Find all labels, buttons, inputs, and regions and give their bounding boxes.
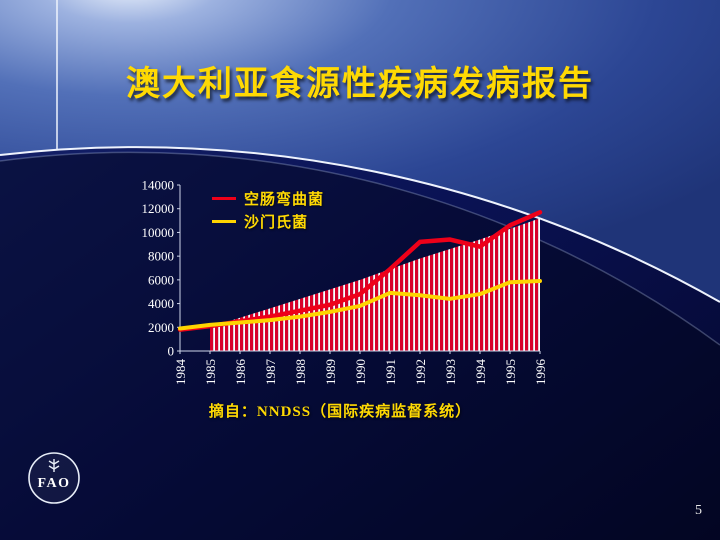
x-axis-label: 1984 xyxy=(173,359,188,386)
legend-label-campylobacter: 空肠弯曲菌 xyxy=(244,192,325,208)
chart-legend: 空肠弯曲菌 沙门氏菌 xyxy=(212,187,324,233)
background-swoosh xyxy=(0,0,720,302)
legend-line-salmonella-icon xyxy=(212,220,236,223)
legend-label-salmonella: 沙门氏菌 xyxy=(244,215,309,231)
y-axis-label: 4000 xyxy=(148,296,174,311)
x-axis-label: 1986 xyxy=(233,359,248,386)
chart: 0 2000 4000 6000 8000 10000 12000 14000 1984 1985… xyxy=(120,170,560,420)
y-axis-label: 0 xyxy=(168,344,175,359)
y-axis-label: 10000 xyxy=(142,225,175,240)
x-axis-label: 1994 xyxy=(473,359,488,386)
x-axis-label: 1988 xyxy=(293,359,308,385)
x-axis-label: 1990 xyxy=(353,359,368,385)
main-arc xyxy=(0,146,720,303)
legend-item-campylobacter: 空肠弯曲菌 xyxy=(212,187,324,210)
x-axis-label: 1987 xyxy=(263,359,278,386)
y-axis-label: 8000 xyxy=(148,249,174,264)
secondary-arc xyxy=(0,151,720,346)
fao-emblem-circle xyxy=(28,452,80,504)
slide-title: 澳大利亚食源性疾病发病报告 xyxy=(126,66,594,103)
legend-item-salmonella: 沙门氏菌 xyxy=(212,210,324,233)
chart-source-caption: 摘自：NNDSS（国际疾病监督系统） xyxy=(208,404,472,420)
x-axis-label: 1991 xyxy=(383,359,398,385)
fao-logo: FAO xyxy=(28,452,80,504)
y-axis-label: 2000 xyxy=(148,320,174,335)
x-axis-label: 1992 xyxy=(413,359,428,385)
x-axis-label: 1989 xyxy=(323,359,338,385)
x-axis-label: 1985 xyxy=(203,359,218,385)
page-number: 5 xyxy=(695,503,702,518)
fao-logo-text: FAO xyxy=(37,476,70,491)
y-axis-label: 6000 xyxy=(148,272,174,287)
x-axis-label: 1993 xyxy=(443,359,458,385)
y-axis-label: 14000 xyxy=(142,178,175,193)
incidence-chart: 0 2000 4000 6000 8000 10000 12000 14000 1984 1985… xyxy=(142,178,549,386)
x-axis-label: 1995 xyxy=(503,359,518,385)
legend-line-campylobacter-icon xyxy=(212,197,236,200)
x-axis-label: 1996 xyxy=(533,359,548,386)
wheat-icon xyxy=(48,459,60,472)
y-axis-label: 12000 xyxy=(142,201,175,216)
series-line-1 xyxy=(178,279,542,331)
